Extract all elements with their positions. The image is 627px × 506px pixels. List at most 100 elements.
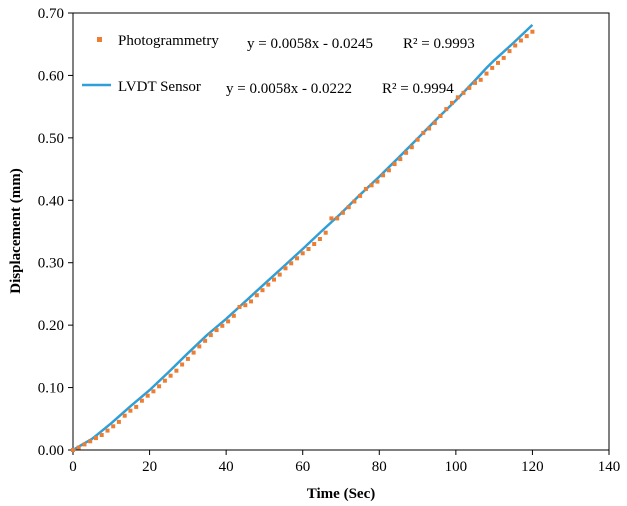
photogrammetry-point xyxy=(444,107,449,112)
y-tick-label: 0.20 xyxy=(38,318,64,334)
plot-frame xyxy=(72,12,610,451)
photogrammetry-point xyxy=(254,293,259,298)
y-tick-label: 0.50 xyxy=(38,131,64,147)
photogrammetry-point xyxy=(272,277,276,282)
photogrammetry-point xyxy=(214,328,219,333)
photogrammetry-point xyxy=(185,356,190,361)
x-tick-label: 80 xyxy=(372,459,387,475)
photogrammetry-point xyxy=(404,150,409,155)
legend-label-lvdt: LVDT Sensor xyxy=(118,79,201,95)
photogrammetry-point xyxy=(392,162,397,167)
photogrammetry-point xyxy=(277,272,282,277)
y-tick-label: 0.40 xyxy=(38,193,64,209)
photogrammetry-point xyxy=(501,55,506,60)
photogrammetry-point xyxy=(180,362,185,367)
photogrammetry-point xyxy=(415,137,420,142)
lvdt-sensor-line xyxy=(72,23,534,452)
photogrammetry-point xyxy=(226,319,231,324)
legend-marker-photogrammetry xyxy=(97,37,102,42)
photogrammetry-point xyxy=(346,205,351,210)
photogrammetry-point xyxy=(99,433,104,437)
x-tick-label: 100 xyxy=(445,459,468,475)
photogrammetry-point xyxy=(427,126,432,131)
photogrammetry-point xyxy=(289,261,294,266)
photogrammetry-point xyxy=(490,65,495,70)
photogrammetry-point xyxy=(375,179,380,184)
photogrammetry-point xyxy=(237,305,242,309)
legend-label-photogrammetry: Photogrammetry xyxy=(118,33,219,49)
photogrammetry-point xyxy=(496,60,500,65)
photogrammetry-point xyxy=(312,242,317,246)
photogrammetry-point xyxy=(283,266,288,271)
photogrammetry-point xyxy=(249,299,253,304)
photogrammetry-point xyxy=(478,77,483,82)
photogrammetry-point xyxy=(340,210,345,215)
series-layer xyxy=(71,23,535,452)
photogrammetry-point xyxy=(157,384,162,389)
x-axis-title: Time (Sec) xyxy=(307,486,375,502)
x-tick-label: 40 xyxy=(219,459,234,475)
photogrammetry-point xyxy=(71,448,75,452)
photogrammetry-point xyxy=(530,29,535,34)
photogrammetry-point xyxy=(260,288,265,293)
photogrammetry-point xyxy=(518,38,523,43)
y-tick-label: 0.10 xyxy=(38,381,64,397)
photogrammetry-point xyxy=(122,413,127,418)
photogrammetry-point xyxy=(507,49,512,54)
photogrammetry-point xyxy=(438,114,443,118)
trendline-r2-lvdt: R² = 0.9994 xyxy=(382,81,454,97)
photogrammetry-point xyxy=(208,333,213,338)
photogrammetry-point xyxy=(174,368,179,373)
x-tick-label: 0 xyxy=(69,459,77,475)
trendline-equation-photogrammetry: y = 0.0058x - 0.0245 xyxy=(247,36,373,52)
photogrammetry-point xyxy=(335,216,340,221)
photogrammetry-point xyxy=(358,193,363,198)
photogrammetry-point xyxy=(243,303,248,308)
y-tick-label: 0.60 xyxy=(38,68,64,84)
photogrammetry-point xyxy=(105,428,110,433)
photogrammetry-point xyxy=(524,34,529,39)
photogrammetry-point xyxy=(369,183,374,188)
photogrammetry-point xyxy=(467,85,472,90)
photogrammetry-point xyxy=(145,393,150,398)
y-tick-label: 0.70 xyxy=(38,6,64,22)
photogrammetry-point xyxy=(455,95,460,100)
x-tick-label: 60 xyxy=(295,459,310,475)
photogrammetry-point xyxy=(300,251,305,256)
y-axis-title: Displacement (mm) xyxy=(8,168,24,293)
photogrammetry-point xyxy=(197,344,202,349)
photogrammetry-point xyxy=(473,80,477,85)
legend: Photogrammetry y = 0.0058x - 0.0245 R² =… xyxy=(82,33,475,97)
photogrammetry-point xyxy=(168,373,173,378)
x-tick-label: 20 xyxy=(142,459,157,475)
photogrammetry-point xyxy=(329,216,334,221)
trendline-r2-photogrammetry: R² = 0.9993 xyxy=(403,36,475,52)
photogrammetry-point xyxy=(191,350,196,355)
x-tick-label: 140 xyxy=(598,459,621,475)
photogrammetry-point xyxy=(139,398,144,403)
photogrammetry-point xyxy=(421,130,426,135)
photogrammetry-point xyxy=(409,145,414,150)
photogrammetry-point xyxy=(203,338,208,343)
photogrammetry-point xyxy=(82,442,87,447)
photogrammetry-point xyxy=(128,408,133,413)
photogrammetry-point xyxy=(266,282,271,287)
y-tick-label: 0.30 xyxy=(38,256,64,272)
trendline-equation-lvdt: y = 0.0058x - 0.0222 xyxy=(226,81,352,97)
photogrammetry-point xyxy=(432,120,437,125)
photogrammetry-point xyxy=(513,43,518,48)
photogrammetry-point xyxy=(295,256,299,261)
y-axis-ticks: 0.00 0.10 0.20 0.30 0.40 0.50 0.60 0.70 xyxy=(38,6,73,459)
photogrammetry-point xyxy=(461,90,466,95)
photogrammetry-point xyxy=(220,323,225,328)
photogrammetry-point xyxy=(352,199,357,204)
photogrammetry-point xyxy=(88,439,93,444)
photogrammetry-point xyxy=(111,424,116,429)
photogrammetry-point xyxy=(151,389,156,394)
photogrammetry-point xyxy=(76,445,81,450)
photogrammetry-point xyxy=(317,237,322,241)
photogrammetry-point xyxy=(134,404,139,409)
x-tick-label: 120 xyxy=(521,459,544,475)
photogrammetry-point xyxy=(363,187,368,191)
photogrammetry-point xyxy=(450,100,454,105)
